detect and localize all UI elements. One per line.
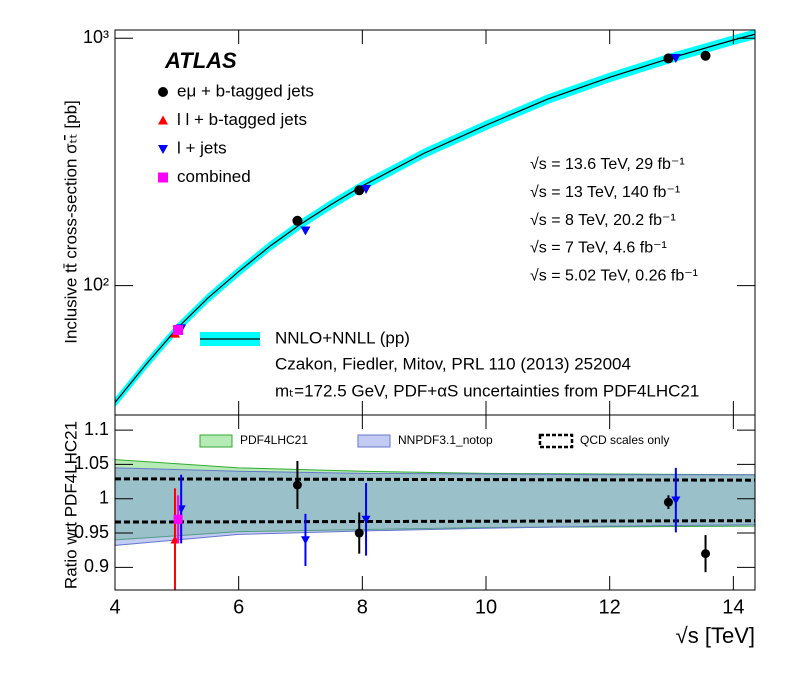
x-tick-label: 12 (599, 596, 621, 618)
annotation: √s = 13 TeV, 140 fb⁻¹ (530, 184, 680, 201)
annotation: √s = 7 TeV, 4.6 fb⁻¹ (530, 240, 667, 257)
annotation: Czakon, Fiedler, Mitov, PRL 110 (2013) 2… (275, 354, 631, 373)
data-point (700, 50, 711, 61)
annotation: mₜ=172.5 GeV, PDF+αS uncertainties from … (275, 381, 699, 400)
data-point (361, 184, 372, 194)
x-tick-label: 6 (233, 596, 244, 618)
legend-swatch (538, 433, 574, 449)
annotation: √s = 13.6 TeV, 29 fb⁻¹ (530, 156, 685, 173)
data-point (361, 515, 371, 524)
y-tick-label: 0.9 (84, 556, 109, 576)
data-point (663, 53, 674, 64)
legend-label: QCD scales only (580, 433, 669, 447)
legend-marker (158, 87, 168, 97)
data-point (292, 215, 303, 226)
data-point (663, 497, 673, 507)
y-tick-label: 0.95 (74, 522, 109, 542)
data-point (173, 514, 183, 524)
legend-label: NNPDF3.1_notop (398, 433, 493, 447)
legend-swatch (357, 434, 391, 448)
x-tick-label: 10 (475, 596, 497, 618)
legend-label: NNLO+NNLL (pp) (275, 328, 410, 347)
scale-line (114, 519, 756, 524)
data-point (354, 185, 365, 196)
annotation: √s = 8 TeV, 20.2 fb⁻¹ (530, 212, 676, 229)
legend-label: PDF4LHC21 (240, 433, 308, 447)
plot-frame (114, 414, 756, 591)
theory-line (115, 33, 755, 403)
data-point (173, 324, 184, 335)
y-axis-label: Inclusive tt̄ cross-section σₜₜ̄ [pb] (61, 100, 80, 344)
legend-label: l + jets (177, 138, 227, 157)
legend-marker (158, 172, 168, 183)
legend-label: l l + b-tagged jets (177, 110, 307, 129)
x-tick-label: 4 (109, 596, 120, 618)
data-point (671, 496, 681, 505)
legend-marker (158, 145, 168, 154)
y-tick-label: 1 (99, 487, 109, 507)
x-tick-label: 14 (722, 596, 744, 618)
data-point (354, 528, 364, 538)
data-point (670, 54, 681, 64)
chart-title: ATLAS (164, 48, 237, 73)
y-tick-label: 10² (83, 274, 109, 294)
y-tick-label: 1.05 (74, 453, 109, 473)
y-axis-label: Ratio wrt PDF4LHC21 (61, 421, 80, 589)
data-point (300, 536, 310, 545)
y-tick-label: 1.1 (84, 419, 109, 439)
legend-label: eμ + b-tagged jets (177, 81, 314, 100)
scale-line (114, 477, 756, 482)
x-tick-label: 8 (357, 596, 368, 618)
legend-label: combined (177, 167, 251, 186)
annotation: √s = 5.02 TeV, 0.26 fb⁻¹ (530, 267, 698, 284)
data-point (701, 549, 711, 559)
x-axis-label: √s [TeV] (676, 623, 755, 648)
y-tick-label: 10³ (83, 27, 109, 47)
data-point (300, 226, 311, 236)
legend-swatch (199, 434, 233, 448)
data-point (292, 480, 302, 490)
legend-marker (158, 115, 168, 125)
